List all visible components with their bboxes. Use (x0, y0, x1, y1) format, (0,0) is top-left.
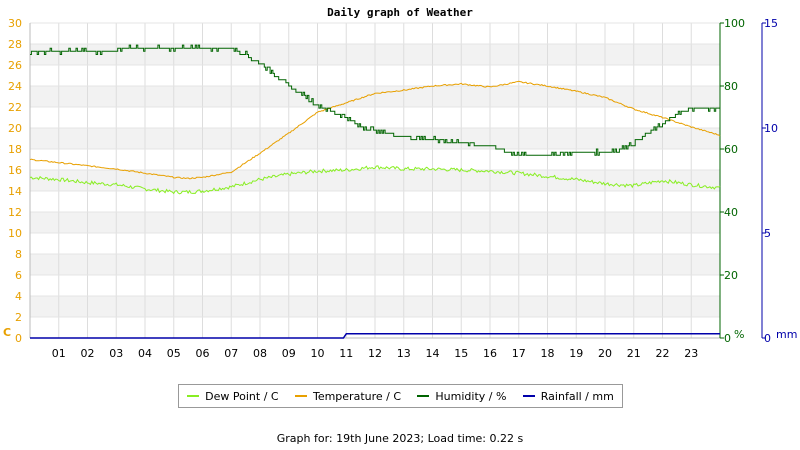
y-right2-tick-label: 0 (764, 332, 771, 345)
y-right1-tick-label: 40 (724, 206, 738, 219)
legend-label-temperature: Temperature / C (312, 389, 402, 403)
x-tick-label: 23 (684, 347, 698, 360)
x-tick-label: 12 (368, 347, 382, 360)
x-tick-label: 07 (224, 347, 238, 360)
y-right1-tick-label: 0 (724, 332, 731, 345)
legend-swatch-humidity (417, 395, 430, 397)
x-tick-label: 10 (311, 347, 325, 360)
legend-swatch-rainfall (522, 395, 535, 397)
legend-swatch-temperature (294, 395, 307, 397)
x-tick-label: 06 (196, 347, 210, 360)
y-right1-tick-label: 100 (724, 17, 745, 30)
y-left-tick-label: 24 (8, 80, 22, 93)
legend-item-dew-point: Dew Point / C (187, 389, 279, 403)
x-tick-label: 02 (81, 347, 95, 360)
x-tick-label: 17 (512, 347, 526, 360)
y-right2-unit-label: mm (776, 328, 797, 341)
y-right1-tick-label: 80 (724, 80, 738, 93)
x-tick-label: 20 (598, 347, 612, 360)
series-line-humidity (30, 44, 720, 156)
y-left-unit-label: C (3, 326, 11, 339)
x-tick-label: 19 (569, 347, 583, 360)
x-tick-label: 04 (138, 347, 152, 360)
y-left-tick-label: 30 (8, 17, 22, 30)
y-right1-unit-label: % (734, 328, 744, 341)
legend-label-rainfall: Rainfall / mm (540, 389, 614, 403)
legend-item-humidity: Humidity / % (417, 390, 506, 403)
y-left-tick-label: 14 (8, 185, 22, 198)
y-left-tick-label: 12 (8, 206, 22, 219)
x-tick-label: 18 (541, 347, 555, 360)
y-left-tick-label: 10 (8, 227, 22, 240)
series-line-temperature (29, 80, 721, 180)
y-right2-tick-label: 15 (764, 17, 778, 30)
x-tick-label: 15 (454, 347, 468, 360)
y-right1-tick-label: 60 (724, 143, 738, 156)
chart-legend: Dew Point / C Temperature / C Humidity /… (178, 384, 623, 408)
legend-item-rainfall: Rainfall / mm (522, 389, 614, 403)
x-tick-label: 09 (282, 347, 296, 360)
y-left-tick-label: 16 (8, 164, 22, 177)
legend-label-humidity: Humidity / % (435, 389, 507, 403)
x-tick-label: 11 (339, 347, 353, 360)
series-line-rainfall (30, 333, 720, 339)
x-tick-label: 08 (253, 347, 267, 360)
chart-title: Daily graph of Weather (327, 6, 473, 19)
legend-item-temperature: Temperature / C (294, 389, 402, 403)
y-left-tick-label: 28 (8, 38, 22, 51)
y-right2-tick-label: 5 (764, 227, 771, 240)
legend-label-dew-point: Dew Point / C (205, 389, 279, 403)
graph-footer: Graph for: 19th June 2023; Load time: 0.… (276, 432, 524, 445)
y-left-tick-label: 4 (15, 290, 22, 303)
x-tick-label: 16 (483, 347, 497, 360)
y-left-tick-label: 2 (15, 311, 22, 324)
x-tick-label: 21 (627, 347, 641, 360)
y-left-tick-label: 8 (15, 248, 22, 261)
y-left-tick-label: 18 (8, 143, 22, 156)
x-tick-label: 03 (109, 347, 123, 360)
legend-swatch-dew-point (187, 395, 200, 397)
x-tick-label: 05 (167, 347, 181, 360)
y-right2-tick-label: 10 (764, 122, 778, 135)
y-right1-tick-label: 20 (724, 269, 738, 282)
x-tick-label: 22 (656, 347, 670, 360)
y-left-tick-label: 0 (15, 332, 22, 345)
x-tick-label: 01 (52, 347, 66, 360)
y-left-tick-label: 22 (8, 101, 22, 114)
y-left-tick-label: 26 (8, 59, 22, 72)
x-tick-label: 13 (397, 347, 411, 360)
y-left-tick-label: 6 (15, 269, 22, 282)
series-line-dew-point (29, 165, 721, 195)
x-tick-label: 14 (426, 347, 440, 360)
y-left-tick-label: 20 (8, 122, 22, 135)
